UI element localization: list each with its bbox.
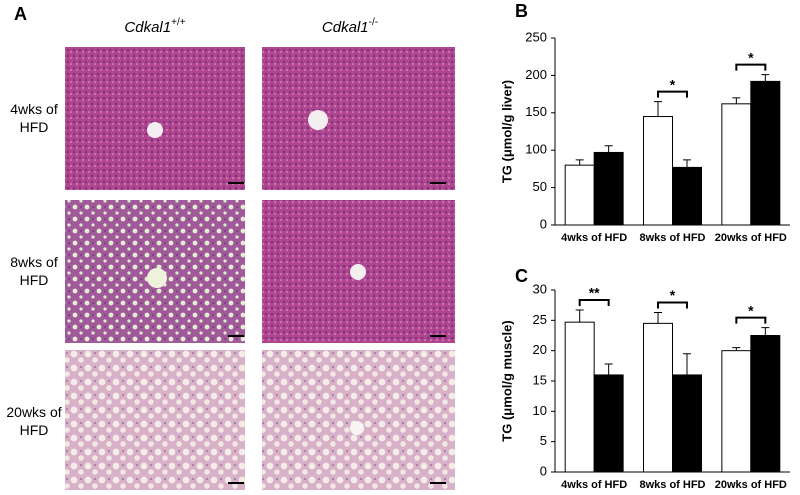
x-tick-label: 8wks of HFD [639, 479, 705, 491]
row-label: 20wks of HFD [6, 404, 62, 438]
y-tick-label: 25 [533, 312, 547, 327]
histology-images [65, 47, 455, 490]
row-label: 8wks of HFD [10, 254, 58, 288]
vessel [147, 268, 167, 288]
significance-mark: * [748, 302, 754, 318]
vessel [350, 421, 364, 435]
histology-image [262, 350, 455, 490]
scale-bar [228, 482, 244, 484]
scale-bar [430, 482, 446, 484]
error-bar [575, 159, 584, 166]
bar [750, 80, 781, 226]
significance-mark: ** [589, 285, 600, 301]
y-tick-label: 200 [525, 67, 547, 82]
x-tick-label: 20wks of HFD [715, 232, 787, 244]
y-tick-label: 250 [525, 29, 547, 44]
column-superscript: +/+ [171, 17, 186, 28]
y-tick-label: 0 [540, 463, 547, 478]
error-bar [604, 363, 613, 375]
histology-image [262, 47, 455, 190]
row-label: 4wks of HFD [10, 101, 58, 135]
bar [643, 116, 673, 226]
bar [672, 166, 702, 226]
histology-image [65, 350, 245, 490]
bar [721, 350, 752, 473]
error-bar [732, 97, 741, 104]
significance-bracket [657, 90, 688, 98]
y-tick-label: 50 [533, 179, 547, 194]
column-header: Cdkal1+/+ [124, 17, 185, 36]
y-tick-label: 30 [533, 281, 547, 296]
x-tick-label: 4wks of HFD [561, 479, 627, 491]
x-tick-label: 4wks of HFD [561, 232, 627, 244]
bar [721, 103, 752, 226]
error-bar [732, 347, 741, 351]
significance-bracket [578, 299, 610, 307]
y-tick-label: 20 [533, 342, 547, 357]
significance-mark: * [670, 76, 676, 92]
error-bar [682, 159, 691, 168]
significance-mark: * [748, 49, 754, 65]
y-tick-label: 0 [540, 216, 547, 231]
y-tick-label: 150 [525, 104, 547, 119]
error-bar [654, 101, 663, 117]
bar [564, 321, 595, 473]
x-tick-label: 20wks of HFD [715, 479, 787, 491]
error-bar [682, 353, 691, 375]
column-header: Cdkal1-/- [322, 17, 378, 36]
error-bar [575, 309, 584, 323]
bar [564, 164, 595, 226]
error-bar [604, 145, 613, 153]
y-tick-label: 15 [533, 372, 547, 387]
bar [593, 374, 624, 473]
panel-label: B [515, 1, 528, 21]
y-tick-label: 5 [540, 433, 547, 448]
error-bar [654, 311, 663, 324]
significance-bracket [735, 63, 767, 71]
vessel [350, 264, 366, 280]
bar [593, 151, 624, 226]
column-name: Cdkal1 [322, 19, 369, 36]
x-tick-label: 8wks of HFD [639, 232, 705, 244]
significance-mark: * [670, 287, 676, 303]
scale-bar [228, 335, 244, 337]
panel-label: C [515, 266, 528, 286]
histology-image [65, 47, 245, 190]
scale-bar [430, 335, 446, 337]
column-name: Cdkal1 [124, 19, 171, 36]
error-bar [761, 327, 770, 336]
scale-bar [430, 182, 446, 184]
y-axis-label: TG (μmol/g muscle) [499, 320, 514, 441]
vessel [308, 110, 328, 130]
column-superscript: -/- [369, 17, 378, 28]
bar [672, 374, 702, 473]
bar [750, 335, 781, 473]
bar [643, 322, 673, 473]
scale-bar [228, 182, 244, 184]
significance-bracket [735, 316, 767, 324]
y-tick-label: 10 [533, 403, 547, 418]
significance-bracket [657, 301, 688, 309]
y-tick-label: 100 [525, 142, 547, 157]
error-bar [761, 74, 770, 82]
panel-label: A [14, 4, 27, 24]
vessel [147, 122, 163, 138]
y-axis-label: TG (μmol/g liver) [499, 80, 514, 183]
